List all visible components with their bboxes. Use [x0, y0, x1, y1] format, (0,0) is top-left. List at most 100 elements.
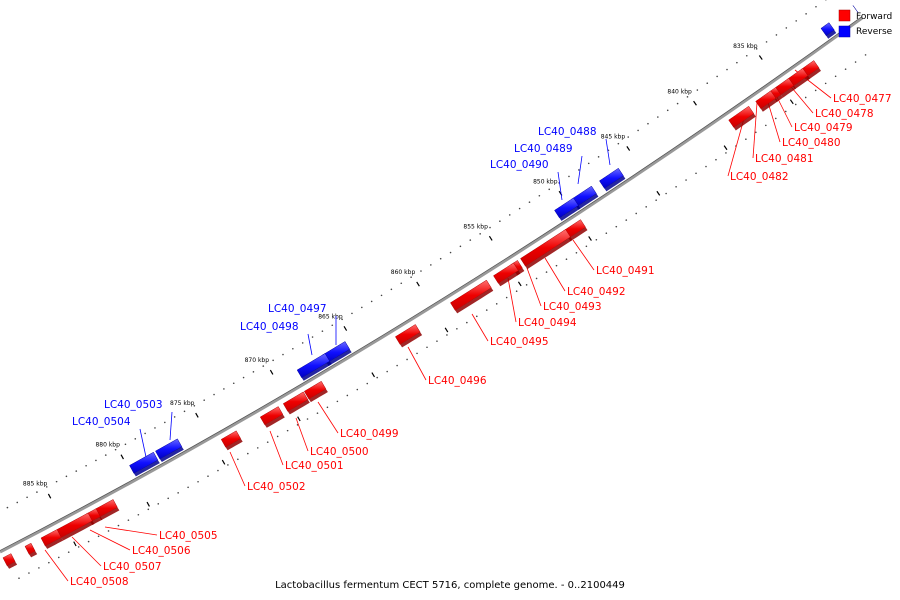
reverse-gene-block[interactable]	[571, 185, 597, 208]
gene-label-forward[interactable]: LC40_0477	[833, 93, 892, 105]
callout-line-forward	[317, 401, 339, 434]
genome-backbone	[0, 16, 863, 554]
gene-label-reverse[interactable]: LC40_0498	[240, 321, 299, 333]
tick-mark-inner	[656, 190, 661, 196]
tick-label: 875 kbp	[170, 400, 195, 407]
gene-label-forward[interactable]: LC40_0491	[596, 265, 655, 277]
forward-gene-block[interactable]	[259, 406, 284, 426]
forward-gene-block[interactable]	[775, 77, 795, 96]
reverse-gene-block[interactable]	[155, 438, 183, 460]
reverse-gene-block[interactable]	[296, 353, 331, 379]
forward-gene-block[interactable]	[40, 529, 62, 547]
gene-label-forward[interactable]: LC40_0493	[543, 301, 602, 313]
callout-line-reverse	[169, 411, 173, 441]
gene-label-forward[interactable]: LC40_0480	[782, 137, 841, 149]
tick-mark	[758, 55, 763, 60]
gene-label-reverse[interactable]: LC40_0490	[490, 159, 549, 171]
callout-line-forward	[295, 417, 309, 452]
tick-label: 855 kbp	[463, 223, 488, 230]
genome-title: Lactobacillus fermentum CECT 5716, compl…	[275, 580, 625, 591]
reverse-gene-block[interactable]	[321, 341, 350, 364]
forward-gene-block[interactable]	[450, 279, 492, 311]
gene-label-forward[interactable]: LC40_0495	[490, 336, 549, 348]
callout-line-forward	[471, 313, 489, 342]
tick-labels: 835 kbp 840 kbp 845 kbp 850 kbp 855 kbp 860 k…	[23, 43, 758, 488]
gene-label-forward[interactable]: LC40_0506	[132, 545, 191, 557]
callout-line-forward	[544, 257, 566, 292]
gene-label-reverse[interactable]: LC40_0503	[104, 399, 163, 411]
gene-blocks	[2, 5, 861, 569]
forward-gene-block[interactable]	[563, 219, 586, 239]
tick-label: 870 kbp	[245, 357, 270, 364]
gene-label-forward[interactable]: LC40_0508	[70, 576, 129, 588]
forward-gene-block[interactable]	[220, 430, 242, 448]
gene-label-forward[interactable]: LC40_0494	[518, 317, 577, 329]
callout-line-forward	[572, 239, 595, 271]
gene-labels: LC40_0477 LC40_0478 LC40_0479 LC40_0480 LC40…	[70, 93, 892, 588]
callout-line-forward	[44, 549, 69, 582]
tick-label: 840 kbp	[667, 88, 692, 95]
callout-line-forward	[269, 430, 284, 466]
tick-mark	[416, 281, 420, 287]
gene-label-reverse[interactable]: LC40_0488	[538, 126, 597, 138]
forward-gene-block[interactable]	[94, 499, 118, 518]
forward-gene-block[interactable]	[787, 67, 809, 87]
callout-line-reverse	[557, 171, 563, 201]
callout-line-forward	[407, 346, 427, 381]
legend: Forward Reverse	[838, 9, 893, 38]
tick-label: 845 kbp	[601, 134, 626, 141]
forward-gene-block[interactable]	[56, 512, 93, 538]
tick-mark-inner	[371, 372, 375, 378]
tick-dots	[6, 0, 867, 579]
callout-line-forward	[507, 277, 517, 323]
gene-label-forward[interactable]: LC40_0501	[285, 460, 344, 472]
legend-forward-swatch	[838, 9, 851, 22]
forward-gene-block[interactable]	[24, 542, 36, 555]
callout-line-forward	[71, 536, 102, 567]
gene-label-forward[interactable]: LC40_0482	[730, 171, 789, 183]
forward-gene-block[interactable]	[755, 90, 777, 110]
callout-line-forward	[752, 102, 758, 159]
forward-gene-block[interactable]	[395, 324, 421, 345]
reverse-gene-block[interactable]	[554, 197, 579, 219]
callout-line-forward	[229, 451, 246, 487]
callout-line-reverse	[307, 333, 313, 356]
gene-label-forward[interactable]: LC40_0499	[340, 428, 399, 440]
gene-label-forward[interactable]: LC40_0492	[567, 286, 626, 298]
gene-label-reverse[interactable]: LC40_0504	[72, 416, 131, 428]
forward-gene-block[interactable]	[303, 380, 327, 400]
forward-gene-block[interactable]	[493, 262, 519, 284]
forward-gene-block[interactable]	[282, 391, 309, 412]
gene-label-forward[interactable]: LC40_0505	[159, 530, 218, 542]
tick-mark-inner	[73, 541, 77, 547]
callout-line-forward	[526, 267, 542, 307]
gene-label-forward[interactable]: LC40_0502	[247, 481, 306, 493]
legend-forward-label: Forward	[856, 12, 892, 22]
gene-label-forward[interactable]: LC40_0479	[794, 122, 853, 134]
tick-mark	[343, 326, 348, 331]
legend-reverse-label: Reverse	[856, 27, 893, 37]
gene-label-forward[interactable]: LC40_0496	[428, 375, 487, 387]
gene-label-forward[interactable]: LC40_0478	[815, 108, 874, 120]
forward-gene-block[interactable]	[520, 229, 571, 267]
tick-mark	[269, 369, 274, 375]
reverse-gene-block[interactable]	[599, 167, 624, 189]
tick-mark	[626, 146, 631, 151]
reverse-gene-block[interactable]	[820, 22, 835, 37]
reverse-gene-block[interactable]	[852, 5, 859, 13]
tick-mark-inner	[723, 145, 728, 151]
forward-gene-block[interactable]	[769, 87, 782, 100]
gene-label-forward[interactable]: LC40_0507	[103, 561, 162, 573]
gene-callout-lines	[44, 69, 832, 582]
forward-gene-block[interactable]	[2, 553, 16, 567]
callout-line-reverse	[577, 155, 583, 185]
reverse-gene-block[interactable]	[129, 451, 159, 474]
gene-label-forward[interactable]: LC40_0500	[310, 446, 369, 458]
tick-mark-inner	[221, 459, 226, 465]
gene-label-reverse[interactable]: LC40_0497	[268, 303, 327, 315]
legend-reverse-swatch	[838, 25, 851, 38]
gene-label-forward[interactable]: LC40_0481	[755, 153, 814, 165]
forward-gene-block[interactable]	[728, 105, 755, 128]
gene-label-reverse[interactable]: LC40_0489	[514, 143, 573, 155]
